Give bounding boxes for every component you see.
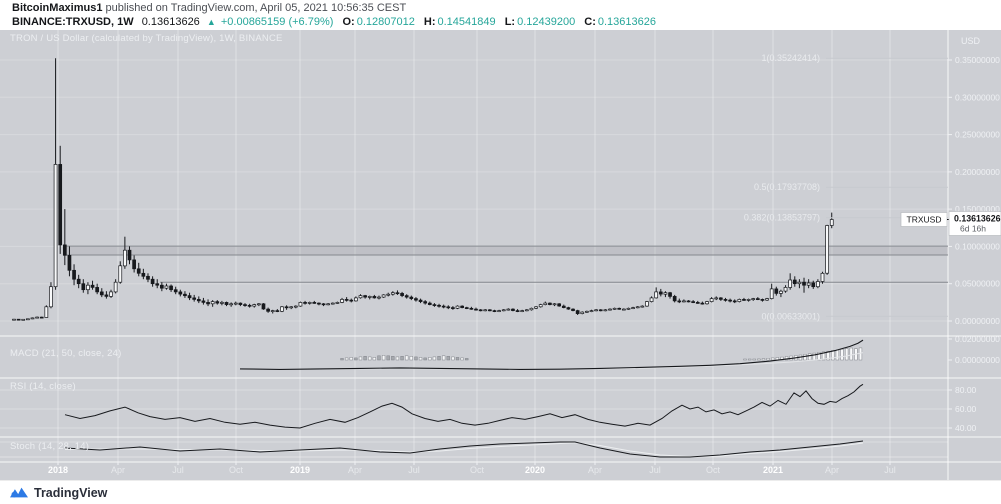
svg-text:2019: 2019 (290, 465, 310, 475)
svg-text:Jul: Jul (172, 465, 184, 475)
svg-text:80.00: 80.00 (955, 385, 977, 395)
svg-text:0(0.00633001): 0(0.00633001) (761, 311, 820, 321)
header: BitcoinMaximus1 published on TradingView… (0, 0, 1001, 30)
channel-drawing[interactable] (65, 245, 948, 283)
publish-info: published on TradingView.com, April 05, … (105, 2, 407, 14)
last-price: 0.13613626 (141, 16, 200, 28)
svg-text:0.05000000: 0.05000000 (955, 279, 1000, 289)
svg-text:6d 16h: 6d 16h (960, 224, 986, 234)
svg-text:Jul: Jul (408, 465, 420, 475)
symbol-line: BINANCE:TRXUSD, 1W 0.13613626 ▲ +0.00865… (12, 15, 1001, 29)
svg-text:0.00000000: 0.00000000 (955, 316, 1000, 326)
time-axis[interactable]: 2018 Apr Jul Oct 2019 Apr Jul Oct 2020 Apr Jul Oct 2… (48, 462, 896, 475)
up-arrow-icon: ▲ (206, 17, 216, 27)
svg-text:0.5(0.17937708): 0.5(0.17937708) (754, 182, 820, 192)
high-label: H: (423, 16, 436, 28)
svg-text:0.25000000: 0.25000000 (955, 130, 1000, 140)
close-value: 0.13613626 (597, 16, 656, 28)
high-value: 0.14541849 (437, 16, 496, 28)
svg-text:Apr: Apr (111, 465, 125, 475)
svg-text:0.20000000: 0.20000000 (955, 167, 1000, 177)
svg-text:1(0.35242414): 1(0.35242414) (761, 53, 820, 63)
chart-canvas[interactable]: 1(0.35242414) 0.5(0.17937708) 0.382(0.1385… (0, 30, 1001, 480)
svg-text:40.00: 40.00 (955, 423, 977, 433)
svg-text:0.13613626: 0.13613626 (954, 214, 1001, 224)
svg-text:USD: USD (961, 36, 981, 46)
low-value: 0.12439200 (517, 16, 576, 28)
footer: TradingView (0, 480, 1001, 504)
svg-text:Oct: Oct (706, 465, 721, 475)
rsi-pane (0, 383, 948, 429)
svg-text:0.15000000: 0.15000000 (955, 204, 1000, 214)
svg-text:0.382(0.13853797): 0.382(0.13853797) (744, 213, 820, 223)
svg-text:TRXUSD: TRXUSD (907, 215, 942, 225)
svg-text:2021: 2021 (763, 465, 783, 475)
symbol-interval: BINANCE:TRXUSD, 1W (12, 16, 134, 28)
tradingview-brand-link[interactable]: TradingView (34, 485, 108, 500)
fib-retracement-drawing[interactable]: 1(0.35242414) 0.5(0.17937708) 0.382(0.1385… (744, 53, 948, 321)
svg-text:2018: 2018 (48, 465, 68, 475)
svg-text:0.35000000: 0.35000000 (955, 55, 1000, 65)
svg-text:Jul: Jul (649, 465, 661, 475)
svg-text:Oct: Oct (229, 465, 244, 475)
svg-text:Apr: Apr (588, 465, 602, 475)
close-label: C: (584, 16, 596, 28)
macd-pane (239, 339, 864, 370)
publish-line: BitcoinMaximus1 published on TradingView… (12, 2, 1001, 15)
author-name: BitcoinMaximus1 (12, 2, 103, 14)
svg-text:Apr: Apr (825, 465, 839, 475)
tradingview-logo-icon[interactable] (10, 486, 28, 499)
open-label: O: (342, 16, 355, 28)
svg-text:2020: 2020 (525, 465, 545, 475)
svg-text:0.00000000: 0.00000000 (955, 355, 1000, 365)
candles-series (12, 58, 834, 321)
svg-text:0.02000000: 0.02000000 (955, 334, 1000, 344)
svg-text:60.00: 60.00 (955, 404, 977, 414)
open-value: 0.12807012 (356, 16, 415, 28)
svg-text:Jul: Jul (884, 465, 896, 475)
svg-text:0.10000000: 0.10000000 (955, 241, 1000, 251)
price-change: +0.00865159 (+6.79%) (220, 16, 334, 28)
low-label: L: (504, 16, 516, 28)
price-axis[interactable]: USD 0.35000000 0.30000000 0.25000000 0.20000… (948, 36, 1000, 433)
stoch-pane (0, 440, 948, 458)
svg-text:Oct: Oct (470, 465, 485, 475)
svg-text:0.30000000: 0.30000000 (955, 92, 1000, 102)
svg-text:Apr: Apr (348, 465, 362, 475)
